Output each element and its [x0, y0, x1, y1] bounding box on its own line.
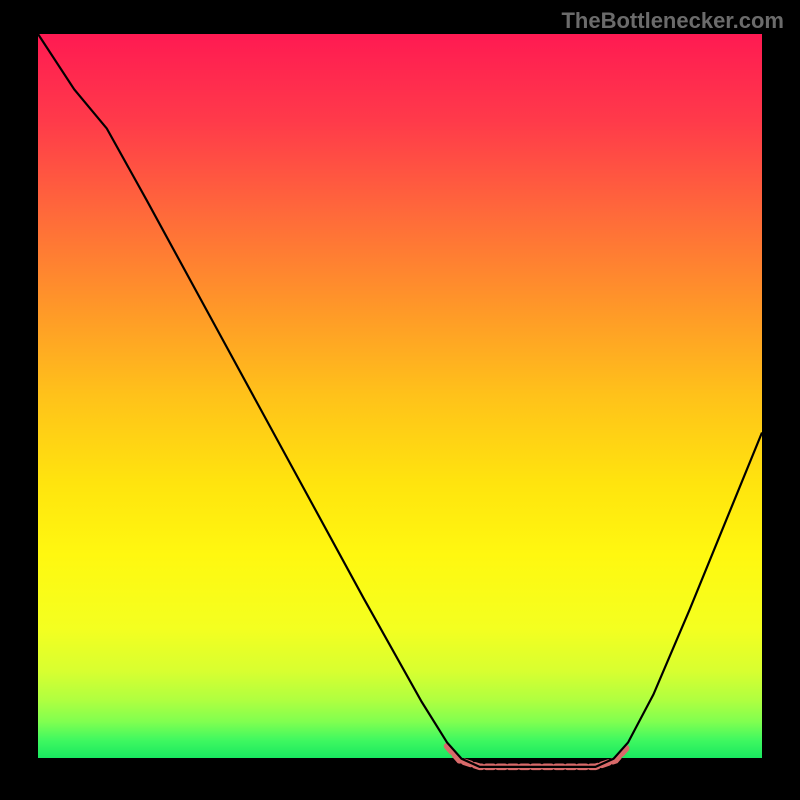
bottleneck-curve: [38, 34, 762, 767]
watermark-text: TheBottlenecker.com: [561, 8, 784, 34]
plot-area: [38, 34, 762, 772]
curve-layer: [38, 34, 762, 772]
